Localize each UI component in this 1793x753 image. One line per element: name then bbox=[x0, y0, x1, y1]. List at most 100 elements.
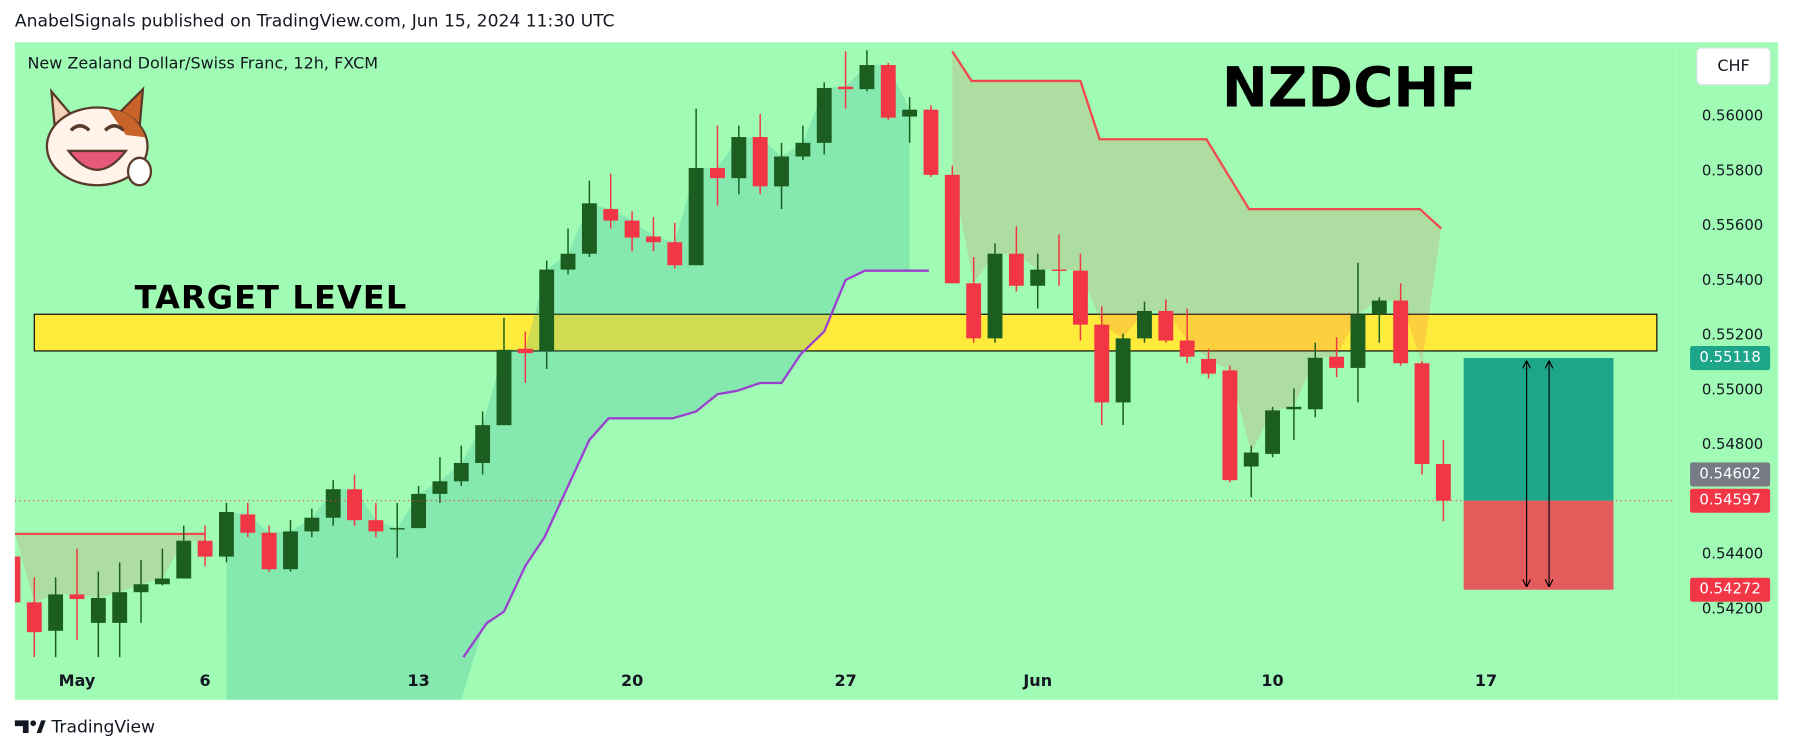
y-tick-label: 0.55600 bbox=[1702, 216, 1763, 234]
candle-body bbox=[283, 531, 298, 570]
candle-body bbox=[944, 174, 960, 284]
candle-body bbox=[133, 584, 149, 593]
candle-body bbox=[1435, 464, 1451, 501]
x-tick-label: Jun bbox=[1022, 671, 1052, 690]
x-tick-label: 13 bbox=[407, 671, 429, 690]
candle-body bbox=[838, 86, 854, 90]
y-tick-label: 0.55200 bbox=[1702, 326, 1763, 344]
x-tick-label: 10 bbox=[1261, 671, 1283, 690]
candle-body bbox=[710, 168, 725, 179]
candle-body bbox=[453, 462, 469, 482]
x-tick-label: 27 bbox=[834, 671, 856, 690]
candle-body bbox=[539, 269, 555, 351]
publish-header: AnabelSignals published on TradingView.c… bbox=[15, 12, 615, 32]
candle-body bbox=[966, 283, 982, 339]
candle-body bbox=[731, 137, 747, 179]
candle-body bbox=[154, 578, 170, 585]
candle-body bbox=[1329, 356, 1345, 368]
candle-body bbox=[624, 220, 640, 238]
candle-body bbox=[1115, 338, 1131, 403]
candle-body bbox=[1350, 314, 1366, 368]
candle-body bbox=[645, 236, 661, 243]
price-badge-label: 0.54272 bbox=[1699, 580, 1760, 598]
candle-body bbox=[1008, 253, 1024, 286]
candle-body bbox=[347, 489, 362, 521]
candle-body bbox=[90, 597, 106, 623]
candle-body bbox=[496, 349, 512, 426]
symbol-description: New Zealand Dollar/Swiss Franc, 12h, FXC… bbox=[27, 54, 378, 73]
candle-body bbox=[816, 88, 832, 143]
x-tick-label: May bbox=[59, 671, 96, 690]
y-tick-label: 0.55400 bbox=[1702, 271, 1763, 289]
candle-body bbox=[1072, 270, 1088, 325]
y-tick-label: 0.55000 bbox=[1702, 380, 1763, 398]
price-badge-label: 0.55118 bbox=[1699, 348, 1760, 366]
candle-body bbox=[902, 109, 918, 117]
footer-brand: TradingView bbox=[50, 717, 155, 737]
indicator-fill bbox=[15, 533, 206, 603]
candle-body bbox=[1243, 452, 1259, 467]
price-badge-label: 0.54597 bbox=[1699, 491, 1760, 509]
plot-area bbox=[14, 50, 1676, 700]
target-label: TARGET LEVEL bbox=[135, 279, 408, 317]
position-loss bbox=[1463, 500, 1614, 590]
indicator-fill bbox=[952, 51, 1442, 453]
y-tick-label: 0.54200 bbox=[1702, 599, 1763, 617]
candle-body bbox=[603, 209, 619, 221]
candle-body bbox=[197, 540, 213, 557]
candle-body bbox=[48, 594, 64, 631]
price-badge-label: 0.54602 bbox=[1699, 464, 1760, 482]
candle-body bbox=[859, 65, 875, 90]
candle-body bbox=[1265, 410, 1281, 454]
candle-body bbox=[1094, 324, 1110, 403]
price-badge bbox=[1690, 462, 1771, 487]
y-tick-label: 0.55800 bbox=[1702, 161, 1763, 179]
candle-body bbox=[1051, 269, 1067, 271]
candle-body bbox=[69, 594, 85, 600]
candle-body bbox=[368, 520, 384, 532]
candle-body bbox=[1158, 310, 1174, 341]
candle-body bbox=[304, 517, 320, 532]
candle-body bbox=[560, 253, 576, 270]
candle-body bbox=[880, 65, 896, 118]
price-badge bbox=[1690, 577, 1771, 602]
candle-body bbox=[325, 489, 341, 518]
candle-body bbox=[688, 168, 704, 266]
candle-body bbox=[176, 540, 192, 579]
currency-label[interactable]: CHF bbox=[1717, 56, 1749, 75]
candle-body bbox=[1179, 340, 1195, 357]
candle-body bbox=[261, 532, 277, 570]
candle-body bbox=[1286, 406, 1302, 410]
candle-body bbox=[1201, 358, 1216, 374]
candle-body bbox=[987, 253, 1003, 339]
candle-body bbox=[26, 602, 42, 633]
plot-background bbox=[14, 42, 1676, 700]
x-tick-label: 17 bbox=[1475, 671, 1497, 690]
target-zone bbox=[33, 313, 1658, 352]
candle-body bbox=[774, 156, 789, 187]
candle-body bbox=[219, 511, 234, 557]
candle-body bbox=[1222, 370, 1238, 481]
x-tick-label: 20 bbox=[621, 671, 643, 690]
y-tick-label: 0.54400 bbox=[1702, 545, 1763, 563]
currency-button[interactable] bbox=[1696, 47, 1771, 86]
price-badge bbox=[1690, 488, 1771, 513]
candle-body bbox=[14, 556, 21, 603]
tradingview-logo bbox=[14, 720, 46, 733]
indicator-line bbox=[462, 269, 929, 658]
candle-body bbox=[1307, 357, 1323, 410]
candle-body bbox=[112, 592, 128, 623]
candle-body bbox=[1371, 300, 1387, 315]
candle-body bbox=[581, 203, 597, 254]
candle-body bbox=[752, 137, 768, 187]
candle-body bbox=[411, 493, 427, 529]
candle-body bbox=[432, 481, 448, 494]
candle-body bbox=[923, 109, 939, 175]
candle-body bbox=[1414, 363, 1430, 465]
cat-icon bbox=[45, 86, 153, 187]
candle-body bbox=[389, 528, 405, 530]
candle-body bbox=[475, 425, 491, 463]
candle-body bbox=[1137, 310, 1152, 339]
candle-body bbox=[240, 514, 256, 533]
